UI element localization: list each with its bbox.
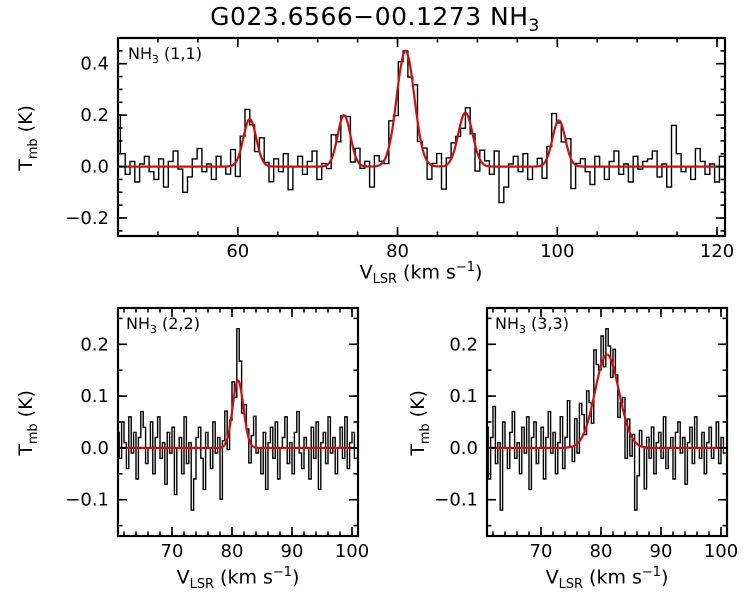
y-axis-label-bottom-right: Tmb (K)	[407, 390, 433, 456]
panel-frame-0	[116, 36, 727, 238]
panel-frame-2	[485, 306, 729, 538]
fit-line-1	[118, 379, 358, 449]
panel-label-nh3-22: NH3 (2,2)	[126, 314, 200, 337]
x-tick-label: 120	[700, 241, 734, 262]
y-tick-label: −0.1	[65, 490, 109, 511]
x-tick-label: 70	[161, 541, 184, 562]
y-tick-label: 0.2	[449, 334, 478, 355]
y-tick-label: 0.4	[80, 54, 109, 75]
spectrum-line-0	[118, 50, 725, 204]
x-tick-label: 100	[335, 541, 369, 562]
y-axis-label-top: Tmb (K)	[15, 105, 41, 171]
x-axis-label-top: VLSR (km s−1)	[359, 260, 483, 288]
chart-title-subscript: 3	[528, 16, 540, 36]
x-tick-label: 60	[226, 241, 249, 262]
x-tick-label: 80	[590, 541, 613, 562]
panel-plot-area-0	[118, 49, 725, 204]
panel-plot-area-1	[118, 328, 358, 511]
x-axis-label-bottom-left: VLSR (km s−1)	[176, 565, 300, 593]
x-tick-label: 100	[540, 241, 574, 262]
panel-frame-1	[116, 306, 360, 538]
y-tick-label: 0.2	[80, 105, 109, 126]
y-tick-label: −0.2	[65, 208, 109, 229]
y-tick-label: 0.1	[80, 386, 109, 407]
x-tick-label: 80	[386, 241, 409, 262]
y-tick-label: 0.0	[449, 438, 478, 459]
x-tick-label: 90	[281, 541, 304, 562]
chart-title-text: G023.6566−00.1273 NH	[210, 2, 529, 31]
x-tick-label: 100	[704, 541, 738, 562]
y-tick-label: 0.0	[80, 438, 109, 459]
x-axis-label-bottom-right: VLSR (km s−1)	[545, 565, 669, 593]
y-tick-label: 0.0	[80, 157, 109, 178]
panel-label-nh3-11: NH3 (1,1)	[128, 44, 202, 67]
y-axis-label-bottom-left: Tmb (K)	[15, 390, 41, 456]
y-tick-label: 0.2	[80, 334, 109, 355]
x-tick-label: 70	[530, 541, 553, 562]
x-tick-label: 80	[221, 541, 244, 562]
panel-label-nh3-33: NH3 (3,3)	[495, 314, 569, 337]
fit-line-0	[118, 49, 725, 168]
chart-title: G023.6566−00.1273 NH3	[0, 2, 750, 36]
y-tick-label: 0.1	[449, 386, 478, 407]
panel-plot-area-2	[487, 328, 727, 511]
x-tick-label: 90	[650, 541, 673, 562]
spectrum-line-1	[118, 328, 357, 511]
fit-line-2	[487, 353, 727, 449]
y-tick-label: −0.1	[434, 490, 478, 511]
